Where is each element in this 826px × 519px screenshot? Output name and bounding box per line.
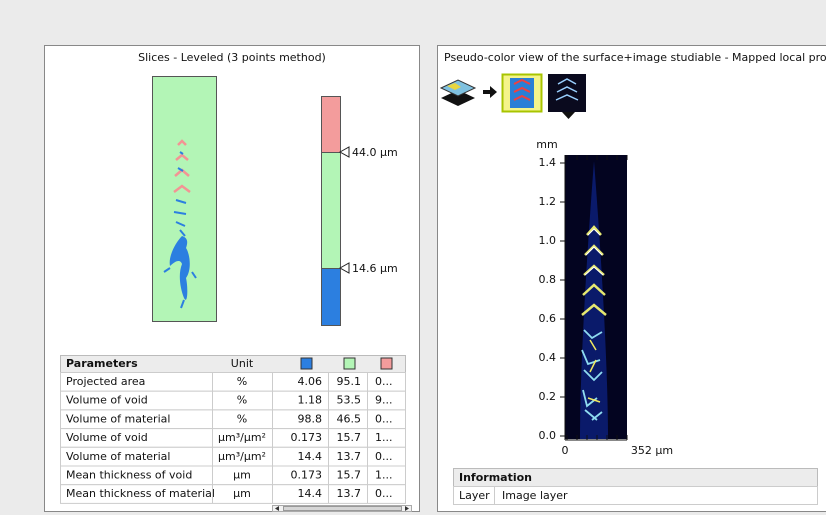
table-cell: 53.5 [337, 394, 362, 407]
color-bar-top [322, 97, 341, 153]
table-cell: 98.8 [298, 412, 323, 425]
x-tick-label: 0 [562, 444, 569, 457]
threshold-label: 44.0 µm [352, 146, 398, 159]
table-cell: 15.7 [337, 431, 362, 444]
table-cell: µm³/µm² [218, 450, 266, 463]
table-cell: Mean thickness of void [66, 469, 192, 482]
table-cell: Volume of void [66, 394, 148, 407]
table-cell: Mean thickness of material [66, 487, 215, 500]
table-cell: µm³/µm² [218, 431, 266, 444]
table-cell: Volume of void [66, 431, 148, 444]
y-tick-label: 0.4 [539, 351, 557, 364]
table-cell: Volume of material [66, 450, 170, 463]
table-cell: 15.7 [337, 469, 362, 482]
table-cell: % [237, 375, 247, 388]
header-cell: Parameters [66, 357, 138, 370]
y-tick-label: 0.6 [539, 312, 557, 325]
table-cell: 0... [375, 412, 393, 425]
y-tick-label: 1.0 [539, 234, 557, 247]
y-tick-label: 1.4 [539, 156, 557, 169]
pseudo-color-image [565, 155, 627, 439]
table-cell: 0.173 [291, 431, 323, 444]
table-cell: 46.5 [337, 412, 362, 425]
table-cell: Volume of material [66, 412, 170, 425]
table-cell: µm [233, 487, 251, 500]
table-cell: % [237, 412, 247, 425]
screen: Slices - Leveled (3 points method) 44.0 … [0, 0, 826, 515]
table-cell: 0.173 [291, 469, 323, 482]
class-swatch [381, 358, 392, 369]
class-swatch [344, 358, 355, 369]
table-cell: Projected area [66, 375, 145, 388]
right-panel [438, 46, 826, 512]
table-cell: 1.18 [298, 394, 323, 407]
table-cell: 13.7 [337, 450, 362, 463]
table-cell: 0... [375, 375, 393, 388]
x-tick-label: 352 µm [631, 444, 673, 457]
table-cell: 9... [375, 394, 393, 407]
table-cell: 0... [375, 450, 393, 463]
panel-title: Pseudo-color view of the surface+image s… [444, 51, 826, 64]
table-cell: 0... [375, 487, 393, 500]
panel-title: Slices - Leveled (3 points method) [138, 51, 326, 64]
table-cell: µm [233, 469, 251, 482]
y-tick-label: 0.0 [539, 429, 557, 442]
info-table: Layer Image layer [454, 487, 818, 505]
y-tick-label: 0.8 [539, 273, 557, 286]
info-cell: Layer [459, 489, 490, 502]
y-tick-label: 1.2 [539, 195, 557, 208]
table-cell: 95.1 [337, 375, 362, 388]
y-axis-unit: mm [536, 138, 557, 151]
table-cell: 4.06 [298, 375, 323, 388]
threshold-label: 14.6 µm [352, 262, 398, 275]
table-cell: 14.4 [298, 450, 323, 463]
table-cell: 1... [375, 431, 393, 444]
results-table: Parameters Unit Projected area% 4.06 95.1 0… [61, 356, 406, 504]
color-bar-bottom [322, 269, 341, 326]
table-cell: % [237, 394, 247, 407]
scroll-thumb[interactable] [284, 507, 402, 511]
color-bar-middle [322, 153, 341, 269]
y-tick-label: 0.2 [539, 390, 557, 403]
table-cell: 1... [375, 469, 393, 482]
table-cell: 13.7 [337, 487, 362, 500]
info-cell: Image layer [502, 489, 568, 502]
table-cell: 14.4 [298, 487, 323, 500]
header-cell: Unit [231, 357, 254, 370]
class-swatch [301, 358, 312, 369]
info-header-text: Information [459, 471, 532, 484]
